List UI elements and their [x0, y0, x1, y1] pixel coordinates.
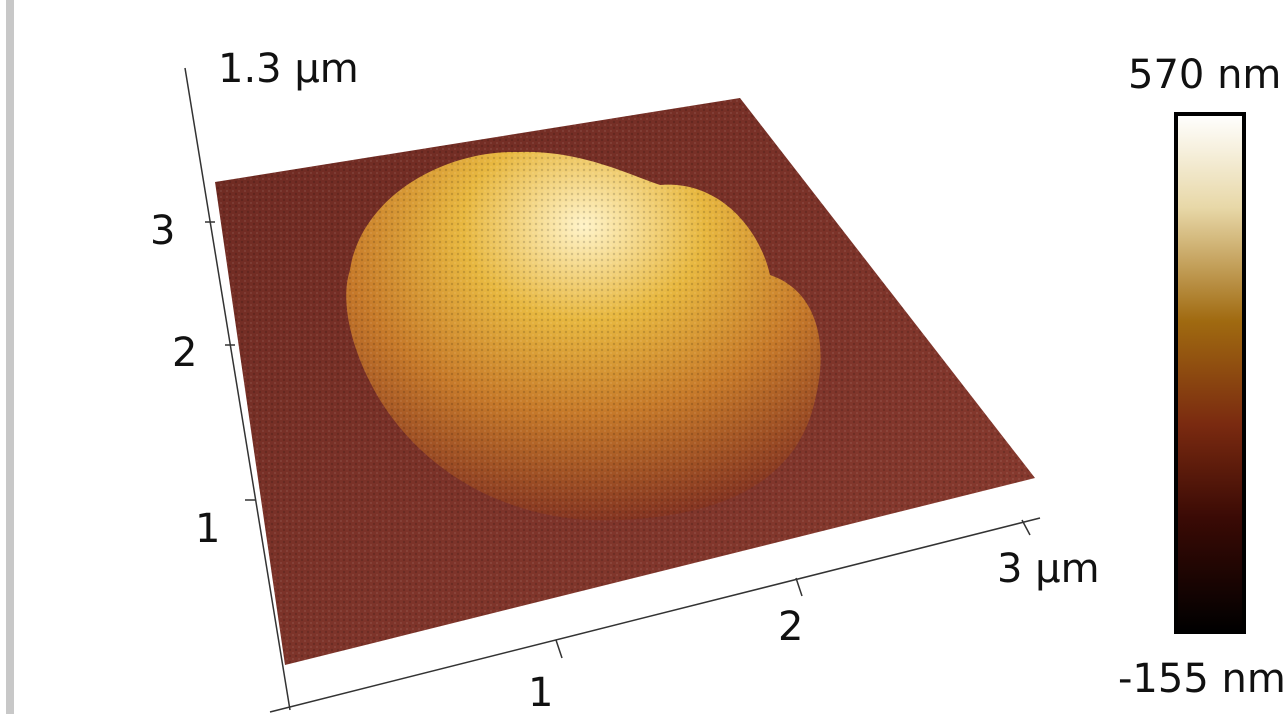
x-axis-end-label: 3 µm: [997, 546, 1100, 592]
colorbar: [1176, 114, 1244, 632]
x-tick-label: 1: [528, 670, 553, 714]
z-axis-label: 1.3 µm: [218, 46, 359, 92]
page: 1.3 µm 3 2 1 1 2 3 µm 570 nm -155 nm (()…: [0, 0, 1287, 714]
colorbar-min-label: -155 nm: [1118, 656, 1286, 702]
y-tick-label: 2: [172, 330, 197, 376]
y-tick-label: 3: [150, 208, 175, 254]
colorbar-max-label: 570 nm: [1128, 52, 1281, 98]
afm-figure: 1.3 µm 3 2 1 1 2 3 µm 570 nm -155 nm: [0, 0, 1287, 714]
left-border: [6, 0, 14, 714]
y-tick-label: 1: [195, 506, 220, 552]
x-tick-label: 2: [778, 604, 803, 650]
